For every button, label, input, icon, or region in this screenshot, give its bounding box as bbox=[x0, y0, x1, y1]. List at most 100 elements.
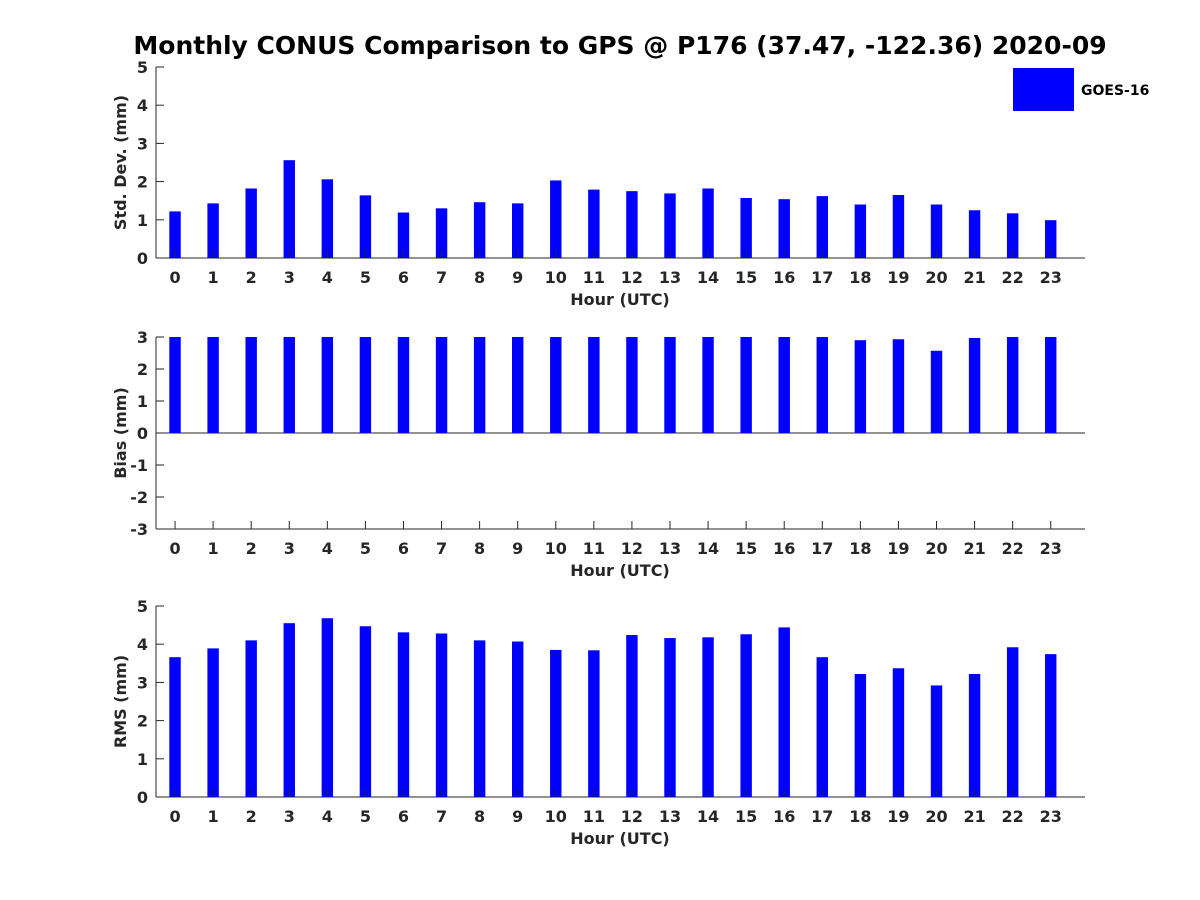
std-dev-x-tick-label: 18 bbox=[849, 268, 871, 287]
std-dev-x-tick-label: 19 bbox=[887, 268, 909, 287]
std-dev-bar bbox=[321, 179, 334, 258]
rms-bar bbox=[930, 685, 943, 797]
bias-bar bbox=[930, 350, 943, 433]
std-dev-x-tick-label: 9 bbox=[512, 268, 523, 287]
bias-x-tick-label: 11 bbox=[583, 539, 605, 558]
rms-x-tick-label: 15 bbox=[735, 807, 757, 826]
rms-y-tick-label: 4 bbox=[137, 635, 148, 654]
std-dev-x-tick-label: 21 bbox=[963, 268, 985, 287]
std-dev-bar bbox=[435, 208, 448, 258]
std-dev-bar bbox=[968, 210, 981, 258]
rms-x-tick-label: 7 bbox=[436, 807, 447, 826]
bias-bar bbox=[397, 337, 410, 433]
bias-y-tick-label: 0 bbox=[137, 424, 148, 443]
legend: GOES-16 bbox=[1013, 68, 1149, 111]
bias-bar bbox=[550, 337, 562, 433]
rms-bar bbox=[968, 673, 981, 797]
rms-y-tick-label: 0 bbox=[137, 788, 148, 807]
rms-x-tick-label: 4 bbox=[322, 807, 333, 826]
rms-bar bbox=[740, 634, 752, 797]
bias-bar bbox=[778, 337, 790, 433]
std-dev-bar bbox=[1006, 213, 1019, 258]
std-dev-x-tick-label: 22 bbox=[1002, 268, 1024, 287]
rms-y-axis-label: RMS (mm) bbox=[111, 655, 130, 748]
std-dev-bar bbox=[816, 196, 829, 258]
rms-x-tick-label: 16 bbox=[773, 807, 795, 826]
std-dev-bar bbox=[740, 198, 752, 258]
std-dev-bar bbox=[930, 204, 943, 258]
std-dev-x-tick-label: 6 bbox=[398, 268, 409, 287]
bias-x-tick-label: 18 bbox=[849, 539, 871, 558]
rms-bar bbox=[588, 650, 600, 797]
rms-x-tick-label: 1 bbox=[208, 807, 219, 826]
std-dev-x-tick-label: 13 bbox=[659, 268, 681, 287]
rms-x-tick-label: 3 bbox=[284, 807, 295, 826]
bias-x-tick-label: 12 bbox=[621, 539, 643, 558]
rms-bar bbox=[550, 649, 562, 797]
rms-x-axis-label: Hour (UTC) bbox=[570, 829, 670, 848]
bias-y-tick-label: 1 bbox=[137, 392, 148, 411]
std-dev-y-tick-label: 0 bbox=[137, 249, 148, 268]
std-dev-x-axis-label: Hour (UTC) bbox=[570, 290, 670, 309]
std-dev-bar bbox=[892, 194, 905, 258]
legend-swatch bbox=[1013, 68, 1074, 111]
std-dev-x-tick-label: 15 bbox=[735, 268, 757, 287]
bias-bar bbox=[359, 337, 372, 433]
bias-x-tick-label: 1 bbox=[208, 539, 219, 558]
bias-x-tick-label: 10 bbox=[545, 539, 567, 558]
rms-x-tick-label: 18 bbox=[849, 807, 871, 826]
bias-bar bbox=[892, 339, 905, 433]
bias-bar bbox=[321, 337, 334, 433]
bias-x-tick-label: 5 bbox=[360, 539, 371, 558]
rms-bar bbox=[397, 632, 410, 797]
rms-x-tick-label: 21 bbox=[963, 807, 985, 826]
std-dev-bar bbox=[626, 191, 638, 258]
rms-x-tick-label: 11 bbox=[583, 807, 605, 826]
bias-bar bbox=[740, 337, 752, 433]
std-dev-y-tick-label: 1 bbox=[137, 211, 148, 230]
rms-x-tick-label: 9 bbox=[512, 807, 523, 826]
rms-bar bbox=[892, 668, 905, 797]
bias-x-tick-label: 2 bbox=[246, 539, 257, 558]
rms-bar bbox=[816, 657, 829, 797]
std-dev-bar bbox=[854, 204, 867, 258]
bias-x-axis-label: Hour (UTC) bbox=[570, 561, 670, 580]
rms-y-tick-label: 3 bbox=[137, 673, 148, 692]
std-dev-bar bbox=[664, 193, 676, 258]
std-dev-x-tick-label: 11 bbox=[583, 268, 605, 287]
std-dev-bar bbox=[283, 160, 295, 258]
std-dev-bar bbox=[207, 203, 219, 258]
bias-y-tick-label: 3 bbox=[137, 328, 148, 347]
bias-bar bbox=[1006, 337, 1019, 433]
std-dev-x-tick-label: 17 bbox=[811, 268, 833, 287]
rms-x-tick-label: 13 bbox=[659, 807, 681, 826]
rms-bar bbox=[702, 637, 714, 797]
rms-x-tick-label: 8 bbox=[474, 807, 485, 826]
rms-bar bbox=[1045, 654, 1057, 797]
bias-x-tick-label: 15 bbox=[735, 539, 757, 558]
std-dev-x-tick-label: 7 bbox=[436, 268, 447, 287]
bias-y-axis-label: Bias (mm) bbox=[111, 387, 130, 479]
rms-bar bbox=[854, 673, 867, 797]
bias-x-tick-label: 21 bbox=[963, 539, 985, 558]
rms-bar bbox=[473, 640, 486, 797]
std-dev-bar bbox=[473, 202, 486, 258]
std-dev-x-tick-label: 16 bbox=[773, 268, 795, 287]
std-dev-bar bbox=[588, 189, 600, 258]
rms-y-tick-label: 1 bbox=[137, 750, 148, 769]
bias-bar bbox=[968, 337, 981, 433]
bias-x-tick-label: 0 bbox=[169, 539, 180, 558]
std-dev-x-tick-label: 1 bbox=[208, 268, 219, 287]
bias-bar bbox=[588, 337, 600, 433]
std-dev-bar bbox=[245, 188, 257, 258]
std-dev-bar bbox=[511, 203, 524, 258]
rms-x-tick-label: 20 bbox=[925, 807, 947, 826]
std-dev-bar bbox=[778, 199, 790, 258]
std-dev-x-tick-label: 20 bbox=[925, 268, 947, 287]
bias-x-tick-label: 20 bbox=[925, 539, 947, 558]
std-dev-y-tick-label: 4 bbox=[137, 96, 148, 115]
std-dev-bar bbox=[169, 211, 181, 258]
rms-x-tick-label: 22 bbox=[1002, 807, 1024, 826]
bias-bar bbox=[702, 337, 714, 433]
